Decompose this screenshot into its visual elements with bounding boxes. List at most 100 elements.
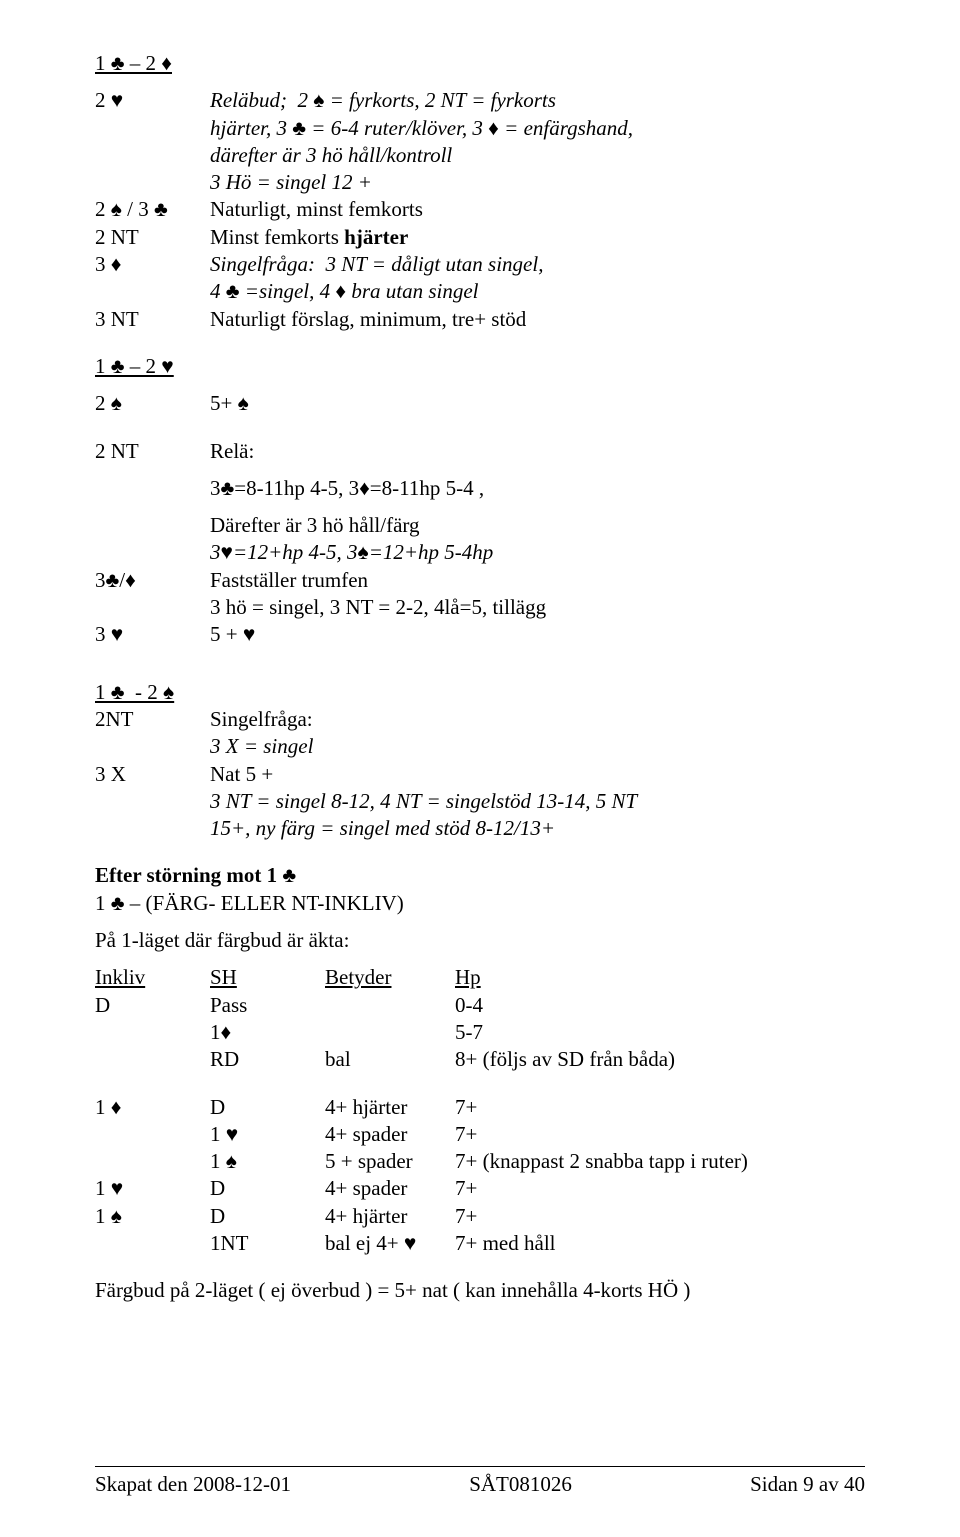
th: Betyder (325, 964, 455, 991)
section-heading: 1 ♣ - 2 ♠ (95, 679, 865, 706)
table-row: D Pass 0-4 (95, 992, 865, 1019)
bid-desc: 15+, ny färg = singel med stöd 8-12/13+ (95, 815, 865, 842)
section-heading-bold: Efter störning mot 1 ♣ (95, 862, 865, 889)
td: 4+ spader (325, 1175, 455, 1202)
bid-desc: Nat 5 + (210, 761, 865, 788)
td: bal (325, 1046, 455, 1073)
td: bal ej 4+ ♥ (325, 1230, 455, 1257)
bid: 3 NT (95, 306, 210, 333)
bid-desc: Singelfråga: 3 NT = dåligt utan singel, (210, 251, 865, 278)
bid-row: 3 NT Naturligt förslag, minimum, tre+ st… (95, 306, 865, 333)
td: 1♦ (210, 1019, 325, 1046)
bid-desc: Därefter är 3 hö håll/färg (95, 512, 865, 539)
td: 7+ (455, 1203, 865, 1230)
section-heading: 1 ♣ – 2 ♦ (95, 50, 865, 77)
text: Färgbud på 2-läget ( ej överbud ) = 5+ n… (95, 1277, 865, 1304)
bid: 2 ♠ (95, 390, 210, 417)
td: Pass (210, 992, 325, 1019)
td: 4+ hjärter (325, 1094, 455, 1121)
table-row: 1 ♦ D 4+ hjärter 7+ (95, 1094, 865, 1121)
bid-row: 3 ♦ Singelfråga: 3 NT = dåligt utan sing… (95, 251, 865, 278)
bid: 2NT (95, 706, 210, 733)
bid-row: 2 ♠ / 3 ♣ Naturligt, minst femkorts (95, 196, 865, 223)
bid: 2 ♠ / 3 ♣ (95, 196, 210, 223)
bid-desc: Relä: (210, 438, 865, 465)
footer-right: Sidan 9 av 40 (750, 1472, 865, 1497)
bid: 2 ♥ (95, 87, 210, 114)
bid: 2 NT (95, 438, 210, 465)
bid: 3 ♥ (95, 621, 210, 648)
bid-desc: därefter är 3 hö håll/kontroll (95, 142, 865, 169)
table-row: 1 ♥ D 4+ spader 7+ (95, 1175, 865, 1202)
bid-desc: 3 X = singel (95, 733, 865, 760)
bid-desc: 3 Hö = singel 12 + (95, 169, 865, 196)
td: 1 ♥ (210, 1121, 325, 1148)
td (95, 1046, 210, 1073)
td: 1 ♦ (95, 1094, 210, 1121)
bid: 3♣/♦ (95, 567, 210, 594)
table-row: 1NT bal ej 4+ ♥ 7+ med håll (95, 1230, 865, 1257)
footer-center: SÅT081026 (469, 1472, 572, 1497)
bid-desc: 3 NT = singel 8-12, 4 NT = singelstöd 13… (95, 788, 865, 815)
table-row: 1 ♠ D 4+ hjärter 7+ (95, 1203, 865, 1230)
td (325, 992, 455, 1019)
td (95, 1019, 210, 1046)
bid-row: 2 NT Relä: (95, 438, 865, 465)
th: SH (210, 964, 325, 991)
bid-desc: 5 + ♥ (210, 621, 865, 648)
bid-row: 3 ♥ 5 + ♥ (95, 621, 865, 648)
td (95, 1121, 210, 1148)
footer-left: Skapat den 2008-12-01 (95, 1472, 291, 1497)
table-row: 1♦ 5-7 (95, 1019, 865, 1046)
bid-desc: 4 ♣ =singel, 4 ♦ bra utan singel (95, 278, 865, 305)
bid-desc: Naturligt förslag, minimum, tre+ stöd (210, 306, 865, 333)
bid-row: 2 ♥ Reläbud; 2 ♠ = fyrkorts, 2 NT = fyrk… (95, 87, 865, 114)
text: På 1-läget där färgbud är äkta: (95, 927, 865, 954)
td: D (210, 1203, 325, 1230)
td: D (95, 992, 210, 1019)
td: 7+ (455, 1175, 865, 1202)
td (95, 1230, 210, 1257)
bid-desc: Minst femkorts hjärter (210, 224, 865, 251)
page-footer: Skapat den 2008-12-01 SÅT081026 Sidan 9 … (95, 1466, 865, 1497)
td: 1NT (210, 1230, 325, 1257)
bid-row: 2 NT Minst femkorts hjärter (95, 224, 865, 251)
td: D (210, 1175, 325, 1202)
bid-desc: 3♣=8-11hp 4-5, 3♦=8-11hp 5-4 , (95, 475, 865, 502)
bid-desc: 3♥=12+hp 4-5, 3♠=12+hp 5-4hp (95, 539, 865, 566)
td: D (210, 1094, 325, 1121)
table-row: 1 ♥ 4+ spader 7+ (95, 1121, 865, 1148)
bid: 2 NT (95, 224, 210, 251)
bid-desc: hjärter, 3 ♣ = 6-4 ruter/klöver, 3 ♦ = e… (95, 115, 865, 142)
bid: 3 X (95, 761, 210, 788)
bid-row: 2 ♠ 5+ ♠ (95, 390, 865, 417)
sub-heading: 1 ♣ – (FÄRG- ELLER NT-INKLIV) (95, 890, 865, 917)
td: 1 ♠ (95, 1203, 210, 1230)
bid-desc: Singelfråga: (210, 706, 865, 733)
bid-desc: Reläbud; 2 ♠ = fyrkorts, 2 NT = fyrkorts (210, 87, 865, 114)
bid-row: 3♣/♦ Fastställer trumfen (95, 567, 865, 594)
table-row: RD bal 8+ (följs av SD från båda) (95, 1046, 865, 1073)
td: 4+ spader (325, 1121, 455, 1148)
text-bold: hjärter (344, 225, 408, 249)
bid-row: 2NT Singelfråga: (95, 706, 865, 733)
td: 4+ hjärter (325, 1203, 455, 1230)
td (325, 1019, 455, 1046)
table-header-row: Inkliv SH Betyder Hp (95, 964, 865, 991)
td: 8+ (följs av SD från båda) (455, 1046, 865, 1073)
bid-row: 3 X Nat 5 + (95, 761, 865, 788)
bid-desc: 3 hö = singel, 3 NT = 2-2, 4lå=5, tilläg… (95, 594, 865, 621)
bid: 3 ♦ (95, 251, 210, 278)
td: 5 + spader (325, 1148, 455, 1175)
page: 1 ♣ – 2 ♦ 2 ♥ Reläbud; 2 ♠ = fyrkorts, 2… (0, 0, 960, 1537)
bid-desc: Fastställer trumfen (210, 567, 865, 594)
th: Inkliv (95, 964, 210, 991)
td: 7+ (455, 1094, 865, 1121)
td: 0-4 (455, 992, 865, 1019)
bid-desc: Naturligt, minst femkorts (210, 196, 865, 223)
td (95, 1148, 210, 1175)
td: 1 ♠ (210, 1148, 325, 1175)
td: 1 ♥ (95, 1175, 210, 1202)
section-heading: 1 ♣ – 2 ♥ (95, 353, 865, 380)
td: 7+ (455, 1121, 865, 1148)
